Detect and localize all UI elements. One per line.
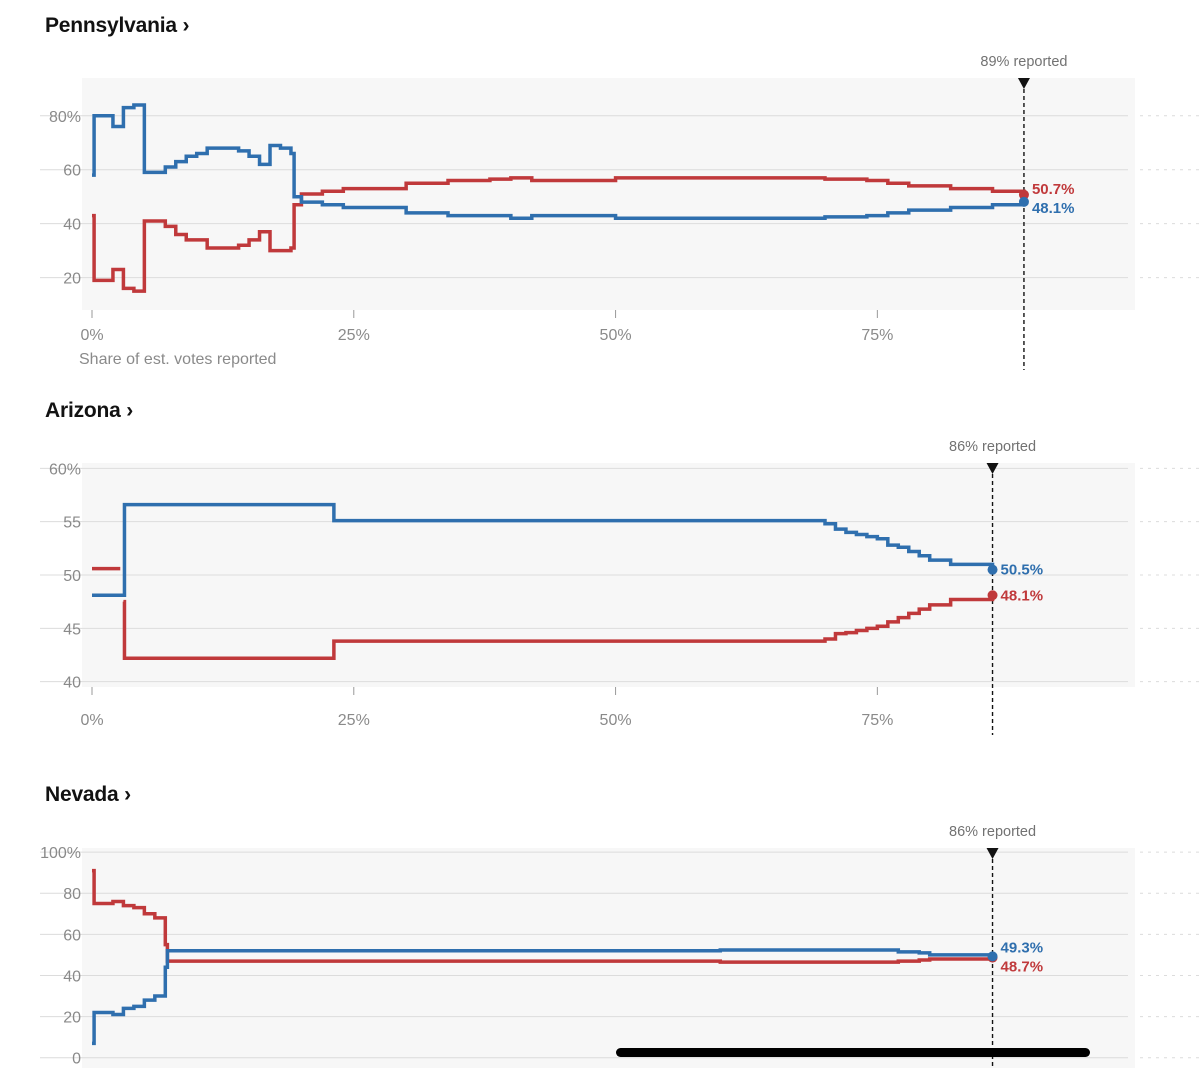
- series-line-rep: [92, 566, 995, 660]
- x-tick-label: 75%: [861, 327, 893, 344]
- endpoint-dot-dem: [987, 564, 998, 575]
- x-tick-label: 50%: [600, 327, 632, 344]
- dem-value-label: 49.3%: [1001, 939, 1044, 956]
- dem-value-label: 48.1%: [1032, 200, 1075, 217]
- reported-label: 86% reported: [949, 824, 1036, 840]
- chevron-right-icon: ›: [182, 14, 190, 37]
- y-tick-label: 20: [63, 271, 81, 288]
- series-line-dem: [92, 502, 995, 598]
- chevron-right-icon: ›: [126, 399, 134, 422]
- y-tick-label: 80%: [49, 109, 81, 126]
- plot-panel: [82, 78, 1135, 310]
- state-title-nevada[interactable]: Nevada ›: [45, 783, 131, 807]
- state-title-text: Nevada: [45, 783, 119, 806]
- y-tick-label: 55: [63, 515, 81, 532]
- y-tick-label: 60: [63, 163, 81, 180]
- reported-arrow-icon: [1017, 78, 1030, 89]
- rep-value-label: 50.7%: [1032, 181, 1075, 198]
- x-tick-label: 0%: [80, 327, 103, 344]
- series-line-dem: [92, 103, 1026, 221]
- y-tick-label: 60: [63, 927, 81, 944]
- y-tick-label: 50: [63, 568, 81, 585]
- reported-label: 89% reported: [980, 54, 1067, 70]
- state-title-arizona[interactable]: Arizona ›: [45, 399, 133, 423]
- y-tick-label: 0: [72, 1051, 81, 1068]
- series-line-dem: [92, 948, 995, 1046]
- y-tick-label: 40: [63, 675, 81, 692]
- series-line-rep: [92, 176, 1026, 293]
- dem-value-label: 50.5%: [1001, 562, 1044, 579]
- y-tick-label: 40: [63, 968, 81, 985]
- y-tick-label: 80: [63, 886, 81, 903]
- x-tick-label: 25%: [338, 327, 370, 344]
- state-title-pennsylvania[interactable]: Pennsylvania ›: [45, 14, 189, 38]
- state-title-text: Arizona: [45, 399, 121, 422]
- rep-value-label: 48.7%: [1001, 958, 1044, 975]
- x-axis-caption: Share of est. votes reported: [79, 351, 276, 368]
- home-indicator[interactable]: [616, 1048, 1090, 1057]
- y-tick-label: 40: [63, 217, 81, 234]
- x-tick-label: 75%: [861, 712, 893, 729]
- pennsylvania-chart: 80% 60 40 20 0% 25% 50% 75% Share of est. votes …: [40, 54, 1200, 370]
- arizona-chart: 60% 55 50 45 40 0% 25% 50% 75% 86% reported 48.1% 5…: [40, 439, 1200, 735]
- y-tick-label: 20: [63, 1010, 81, 1027]
- reported-arrow-icon: [986, 848, 999, 859]
- x-tick-label: 25%: [338, 712, 370, 729]
- nevada-chart: 100% 80 60 40 20 0 86% reported 48.7% 49.3%: [40, 824, 1200, 1068]
- endpoint-dot-rep: [987, 590, 998, 601]
- endpoint-dot-dem: [987, 951, 998, 962]
- rep-value-label: 48.1%: [1001, 587, 1044, 604]
- endpoint-dot-rep: [1018, 189, 1029, 200]
- endpoint-dot-dem: [1018, 196, 1029, 207]
- y-tick-label: 45: [63, 621, 81, 638]
- reported-label: 86% reported: [949, 439, 1036, 455]
- x-tick-label: 0%: [80, 712, 103, 729]
- reported-arrow-icon: [986, 463, 999, 474]
- series-line-rep: [92, 868, 995, 964]
- y-tick-label: 100%: [40, 845, 81, 862]
- state-title-text: Pennsylvania: [45, 14, 177, 37]
- x-tick-label: 50%: [600, 712, 632, 729]
- y-tick-label: 60%: [49, 461, 81, 478]
- chevron-right-icon: ›: [124, 783, 131, 806]
